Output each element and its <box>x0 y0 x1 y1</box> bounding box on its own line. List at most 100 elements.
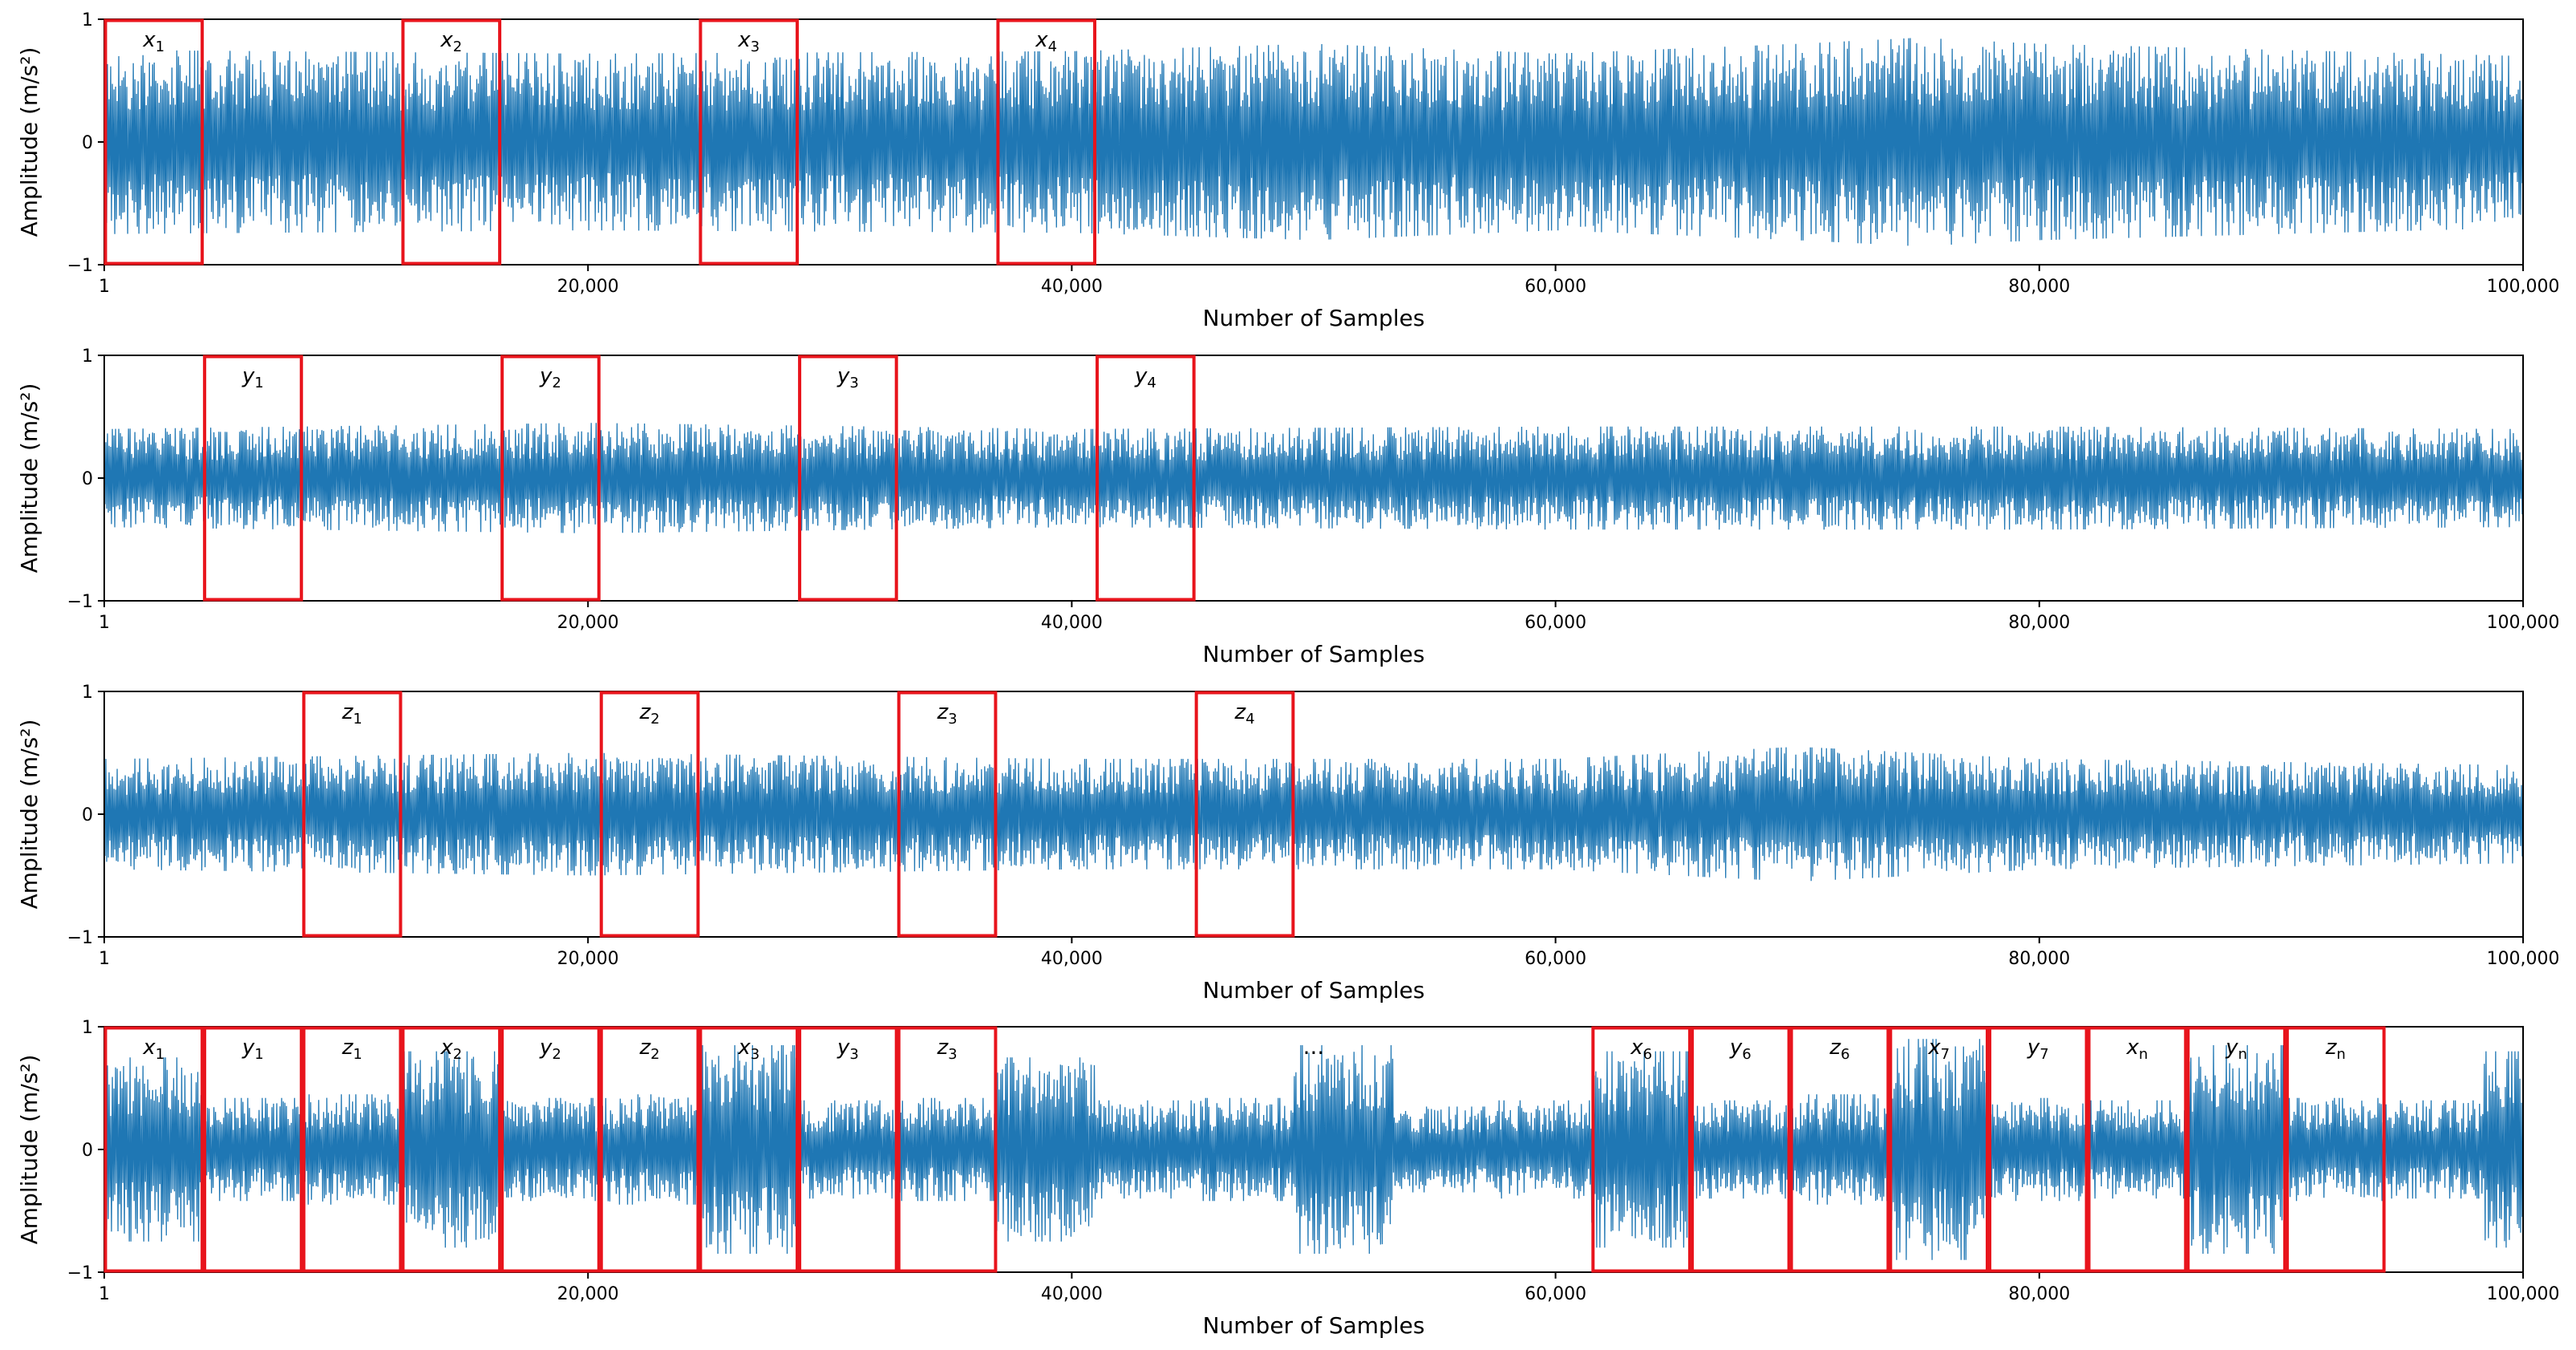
x-tick-label: 40,000 <box>1041 277 1103 297</box>
x-tick-label: 40,000 <box>1041 613 1103 633</box>
window-box-z2 <box>599 691 700 938</box>
window-box-z6 <box>1789 1026 1890 1273</box>
x-tick-label: 1 <box>99 949 110 969</box>
signal-trace <box>104 38 2523 246</box>
x-tick-label: 80,000 <box>2008 277 2070 297</box>
window-label-y3: y3 <box>836 1036 859 1063</box>
window-box-y7 <box>1987 1026 2088 1273</box>
y-tick-label: −1 <box>67 928 93 948</box>
x-tick-label: 20,000 <box>557 949 619 969</box>
window-label-z2: z2 <box>639 1036 660 1063</box>
window-label-y1: y1 <box>241 1036 264 1063</box>
window-box-yn <box>2186 1026 2286 1273</box>
y-tick-label: 0 <box>82 469 93 489</box>
y-tick-label: −1 <box>67 256 93 276</box>
window-box-xn <box>2087 1026 2188 1273</box>
window-box-x2 <box>401 18 502 266</box>
window-label-zn: zn <box>2325 1036 2346 1063</box>
window-box-y3 <box>798 355 898 602</box>
signal-trace <box>104 423 2523 533</box>
window-label-x6: x6 <box>1630 1036 1652 1063</box>
x-tick-label: 1 <box>99 277 110 297</box>
window-label-xn: xn <box>2126 1036 2149 1063</box>
x-tick-label: 20,000 <box>557 613 619 633</box>
y-tick-label: 0 <box>82 805 93 825</box>
x-tick-label: 100,000 <box>2487 1284 2560 1304</box>
panel-1: −1 0 1 1 20,000 40,000 60,000 80,000 100,000 Numb… <box>16 10 2559 331</box>
y-tick-label: 1 <box>82 347 93 367</box>
y-tick-label: 1 <box>82 683 93 703</box>
window-label-z1: z1 <box>342 700 363 728</box>
window-box-y3 <box>798 1026 898 1273</box>
window-label-y2: y2 <box>539 1036 561 1063</box>
y-axis-title: Amplitude (m/s²) <box>16 1055 43 1245</box>
window-box-y2 <box>500 355 601 602</box>
x-tick-label: 20,000 <box>557 1284 619 1304</box>
y-tick-label: 1 <box>82 10 93 30</box>
window-label-y4: y4 <box>1134 364 1156 391</box>
window-label-z2: z2 <box>639 700 660 728</box>
window-box-x2 <box>401 1026 502 1273</box>
x-tick-label: 60,000 <box>1525 613 1586 633</box>
window-box-y1 <box>203 1026 303 1273</box>
y-tick-label: 1 <box>82 1018 93 1038</box>
window-label-z1: z1 <box>342 1036 363 1063</box>
window-label-y3: y3 <box>836 364 859 391</box>
window-box-x3 <box>699 1026 800 1273</box>
y-tick-label: −1 <box>67 592 93 612</box>
window-label-y2: y2 <box>539 364 561 391</box>
x-tick-label: 100,000 <box>2487 277 2560 297</box>
window-box-x4 <box>996 18 1097 266</box>
y-axis-title: Amplitude (m/s²) <box>16 383 43 574</box>
y-tick-label: −1 <box>67 1263 93 1283</box>
window-label-x2: x2 <box>439 28 462 55</box>
window-box-x1 <box>103 18 205 266</box>
window-box-x6 <box>1591 1026 1691 1273</box>
x-tick-label: 80,000 <box>2008 949 2070 969</box>
x-tick-label: 100,000 <box>2487 613 2560 633</box>
x-axis-title: Number of Samples <box>1203 1312 1425 1339</box>
window-label-z4: z4 <box>1233 700 1254 728</box>
window-label-x2: x2 <box>439 1036 462 1063</box>
window-label-x1: x1 <box>142 1036 164 1063</box>
window-box-x7 <box>1889 1026 1989 1273</box>
window-label-z3: z3 <box>937 1036 958 1063</box>
x-tick-label: 100,000 <box>2487 949 2560 969</box>
window-box-z1 <box>302 691 403 938</box>
y-tick-label: 0 <box>82 133 93 153</box>
window-label-y7: y7 <box>2027 1036 2049 1063</box>
x-tick-label: 60,000 <box>1525 949 1586 969</box>
x-axis-title: Number of Samples <box>1203 305 1425 331</box>
ellipsis-label: ... <box>1303 1033 1325 1060</box>
x-axis-title: Number of Samples <box>1203 977 1425 1003</box>
window-box-x1 <box>103 1026 205 1273</box>
panel-4: −1 0 1 1 20,000 40,000 60,000 80,000 100,000 Numb… <box>16 1018 2559 1339</box>
window-label-yn: yn <box>2225 1036 2247 1063</box>
signal-trace <box>104 1039 2523 1260</box>
window-box-z3 <box>897 691 998 938</box>
window-box-y6 <box>1690 1026 1791 1273</box>
panel-3: −1 0 1 1 20,000 40,000 60,000 80,000 100,000 Numb… <box>16 683 2559 1003</box>
window-box-y1 <box>203 355 303 602</box>
window-box-z3 <box>897 1026 998 1273</box>
window-box-z2 <box>599 1026 700 1273</box>
panel-2: −1 0 1 1 20,000 40,000 60,000 80,000 100,000 Numb… <box>16 347 2559 667</box>
window-label-z6: z6 <box>1829 1036 1849 1063</box>
window-box-z1 <box>302 1026 403 1273</box>
window-label-x3: x3 <box>737 1036 759 1063</box>
x-axis-title: Number of Samples <box>1203 641 1425 667</box>
x-tick-label: 60,000 <box>1525 1284 1586 1304</box>
window-label-z3: z3 <box>937 700 958 728</box>
x-tick-label: 40,000 <box>1041 949 1103 969</box>
window-label-y6: y6 <box>1729 1036 1752 1063</box>
window-label-x4: x4 <box>1035 28 1057 55</box>
x-tick-label: 20,000 <box>557 277 619 297</box>
x-tick-label: 40,000 <box>1041 1284 1103 1304</box>
window-box-z4 <box>1194 691 1295 938</box>
window-label-x7: x7 <box>1927 1036 1950 1063</box>
x-tick-label: 1 <box>99 1284 110 1304</box>
window-box-y4 <box>1096 355 1196 602</box>
window-label-x1: x1 <box>142 28 164 55</box>
signal-trace <box>104 747 2523 882</box>
